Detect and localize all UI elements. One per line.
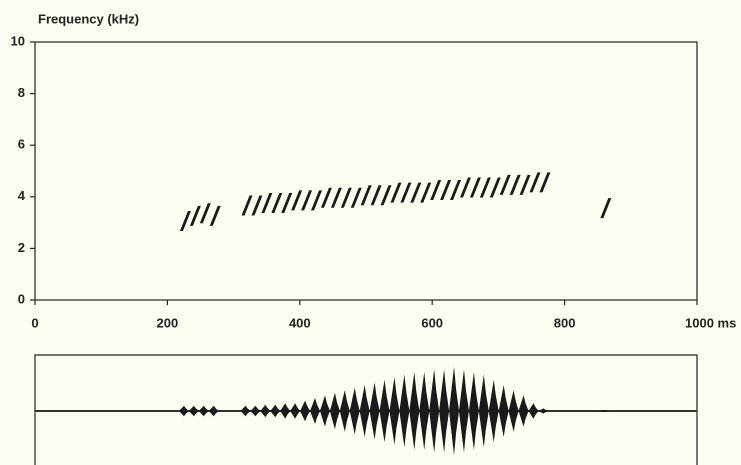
spectrogram-note	[539, 172, 551, 193]
spectrogram-note	[529, 172, 541, 193]
spectrogram-note	[459, 177, 471, 198]
waveform-pulse	[518, 395, 529, 427]
waveform-pulse	[339, 390, 350, 432]
waveform-pulse	[528, 403, 539, 419]
waveform-pulse	[349, 387, 360, 435]
waveform-pulse	[379, 379, 390, 443]
spectrogram-note	[330, 187, 342, 208]
spectrogram-note	[199, 203, 211, 224]
spectrogram-note	[430, 180, 442, 201]
waveform-pulse	[250, 405, 261, 417]
spectrogram-note	[251, 195, 263, 216]
spectrogram-note	[499, 174, 511, 195]
y-tick-label: 6	[18, 137, 25, 152]
spectrogram-note	[340, 187, 352, 208]
spectrogram-note	[370, 185, 382, 206]
waveform-pulse	[439, 369, 450, 453]
spectrogram-note	[291, 190, 303, 211]
spectrogram-frame	[34, 41, 698, 301]
waveform-pulse	[188, 405, 199, 417]
waveform-pulse	[290, 403, 301, 419]
spectrogram-note	[420, 182, 432, 203]
spectrogram-note	[261, 192, 273, 213]
y-axis-title: Frequency (kHz)	[38, 11, 139, 26]
spectrogram-note	[301, 190, 313, 211]
waveform-pulse	[369, 382, 380, 440]
y-tick-label: 0	[18, 291, 25, 306]
waveform-pulse	[498, 385, 509, 437]
x-tick-label: 800	[554, 315, 576, 330]
waveform-pulse	[458, 369, 469, 453]
waveform-pulse	[419, 372, 430, 450]
spectrogram-note	[189, 205, 201, 226]
spectrogram-note	[241, 195, 253, 216]
waveform-pulse	[468, 372, 479, 450]
x-tick-label: 600	[421, 315, 443, 330]
waveform-pulse	[270, 404, 281, 418]
waveform-pulse	[478, 374, 489, 448]
spectrogram-note	[360, 185, 372, 206]
waveform-pulse	[409, 372, 420, 450]
spectrogram-note	[350, 187, 362, 208]
waveform-pulse	[260, 404, 271, 418]
spectrogram-note	[469, 177, 481, 198]
waveform-pulse	[178, 405, 189, 417]
waveform-pulse	[449, 366, 460, 456]
spectrogram-note	[390, 182, 402, 203]
waveform-pulse	[280, 403, 291, 419]
spectrogram-note	[311, 190, 323, 211]
waveform-pulse	[399, 374, 410, 448]
y-tick-label: 8	[18, 85, 25, 100]
waveform-pulse	[508, 390, 519, 432]
spectrogram-note	[509, 174, 521, 195]
waveform-pulse	[359, 385, 370, 437]
y-tick-label: 2	[18, 240, 25, 255]
y-tick-label: 4	[18, 188, 26, 203]
spectrogram-note	[179, 211, 191, 232]
x-tick-label: 400	[289, 315, 311, 330]
waveform-pulse	[538, 408, 549, 414]
x-tick-label: 0	[31, 315, 38, 330]
spectrogram-note	[380, 185, 392, 206]
spectrogram-note	[450, 180, 462, 201]
x-tick-label: 1000 ms	[685, 315, 736, 330]
spectrogram-note	[410, 182, 422, 203]
waveform-pulse	[429, 369, 440, 453]
x-tick-label: 200	[157, 315, 179, 330]
waveform-pulse	[208, 405, 219, 417]
spectrogram-note	[479, 177, 491, 198]
spectrogram-note	[519, 174, 531, 195]
waveform-pulse	[319, 395, 330, 427]
spectrogram-note	[281, 192, 293, 213]
waveform-pulse	[310, 398, 321, 424]
y-tick-label: 10	[11, 33, 25, 48]
spectrogram-note	[209, 205, 221, 226]
spectrogram-note	[271, 192, 283, 213]
waveform-pulse	[240, 405, 251, 417]
waveform-pulse	[300, 400, 311, 422]
spectrogram-note	[400, 182, 412, 203]
waveform-pulse	[599, 409, 610, 413]
waveform-pulse	[329, 392, 340, 430]
spectrogram-note	[600, 198, 612, 219]
waveform-pulse	[488, 379, 499, 443]
spectrogram-note	[440, 180, 452, 201]
spectrogram-note	[489, 177, 501, 198]
waveform-pulse	[198, 405, 209, 417]
waveform-pulse	[389, 377, 400, 445]
spectrogram-note	[320, 187, 332, 208]
